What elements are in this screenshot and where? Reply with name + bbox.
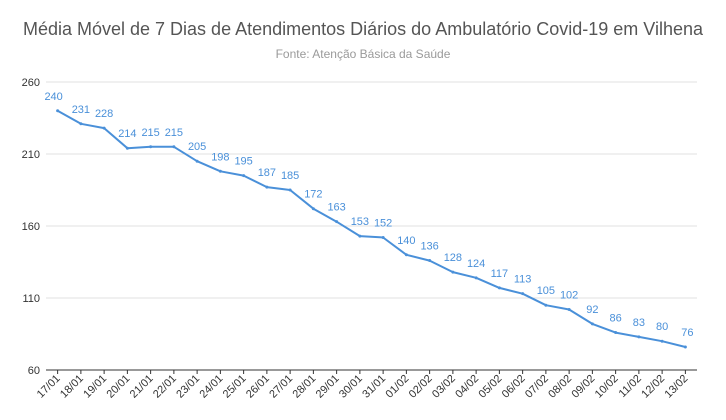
x-tick-label: 07/02: [523, 373, 551, 401]
x-tick-label: 04/02: [453, 373, 481, 401]
data-label: 195: [234, 156, 252, 168]
data-point: [358, 234, 362, 238]
data-point: [683, 345, 687, 349]
data-point: [311, 207, 315, 211]
data-label: 231: [72, 104, 90, 116]
x-tick-label: 10/02: [593, 373, 621, 401]
data-label: 198: [211, 151, 229, 163]
x-tick-label: 30/01: [337, 373, 365, 401]
data-point: [428, 259, 432, 263]
x-tick-label: 31/01: [360, 373, 388, 401]
y-tick-label: 60: [28, 365, 40, 377]
data-point: [567, 308, 571, 312]
data-point: [242, 174, 246, 178]
data-label: 185: [281, 170, 299, 182]
data-label: 117: [491, 268, 509, 280]
x-tick-label: 28/01: [291, 373, 319, 401]
data-point: [637, 335, 641, 339]
data-label: 124: [467, 258, 485, 270]
y-tick-label: 110: [22, 293, 40, 305]
x-tick-label: 01/02: [384, 373, 412, 401]
x-tick-label: 24/01: [198, 373, 226, 401]
data-label: 92: [586, 304, 598, 316]
data-label: 228: [95, 108, 113, 120]
data-point: [125, 146, 129, 150]
x-tick-label: 19/01: [81, 373, 109, 401]
data-point: [451, 270, 455, 274]
data-point: [335, 220, 339, 224]
data-point: [195, 159, 199, 163]
data-label: 113: [514, 274, 532, 286]
data-label: 86: [610, 313, 622, 325]
data-label: 205: [188, 141, 206, 153]
x-tick-label: 05/02: [477, 373, 505, 401]
data-point: [660, 339, 664, 343]
data-label: 76: [681, 327, 693, 339]
x-tick-label: 02/02: [407, 373, 435, 401]
data-point: [172, 145, 176, 149]
data-point: [404, 253, 408, 257]
data-point: [474, 276, 478, 280]
x-tick-label: 06/02: [500, 373, 528, 401]
data-label: 240: [44, 91, 62, 103]
y-tick-label: 210: [22, 149, 40, 161]
data-point: [544, 303, 548, 307]
data-point: [381, 236, 385, 240]
data-label: 153: [351, 216, 369, 228]
x-tick-label: 13/02: [663, 373, 691, 401]
data-label: 163: [327, 202, 345, 214]
data-label: 187: [258, 167, 276, 179]
x-tick-label: 21/01: [128, 373, 156, 401]
data-label: 102: [560, 290, 578, 302]
x-tick-label: 25/01: [221, 373, 249, 401]
x-tick-label: 08/02: [546, 373, 574, 401]
x-tick-label: 11/02: [617, 373, 644, 400]
data-label: 128: [444, 252, 462, 264]
x-tick-label: 27/01: [267, 373, 295, 401]
y-tick-label: 260: [22, 77, 40, 89]
data-label: 152: [374, 218, 392, 230]
x-tick-label: 12/02: [639, 373, 667, 401]
x-tick-label: 29/01: [314, 373, 342, 401]
x-tick-label: 09/02: [570, 373, 598, 401]
y-tick-label: 160: [22, 221, 40, 233]
x-tick-label: 26/01: [244, 373, 272, 401]
x-tick-label: 22/01: [151, 373, 179, 401]
data-point: [590, 322, 594, 326]
data-point: [497, 286, 501, 290]
data-point: [149, 145, 153, 149]
data-label: 105: [537, 285, 555, 297]
data-label: 83: [633, 317, 645, 329]
x-tick-label: 20/01: [105, 373, 133, 401]
data-point: [56, 109, 60, 113]
data-point: [288, 188, 292, 192]
data-point: [102, 126, 106, 130]
x-tick-label: 03/02: [430, 373, 458, 401]
x-tick-label: 23/01: [174, 373, 202, 401]
data-point: [79, 122, 83, 126]
series-line: [57, 109, 686, 348]
data-label: 140: [397, 235, 415, 247]
data-label: 215: [141, 127, 159, 139]
data-label: 80: [656, 321, 668, 333]
chart-subtitle: Fonte: Atenção Básica da Saúde: [275, 47, 451, 61]
data-point: [265, 185, 269, 189]
data-point: [521, 292, 525, 296]
data-label: 172: [304, 189, 322, 201]
chart-title: Média Móvel de 7 Dias de Atendimentos Di…: [22, 19, 704, 39]
data-label: 214: [118, 128, 136, 140]
data-label: 215: [165, 127, 183, 139]
data-point: [218, 169, 222, 173]
data-point: [614, 331, 618, 335]
x-tick-label: 18/01: [58, 373, 86, 401]
data-label: 136: [420, 241, 438, 253]
